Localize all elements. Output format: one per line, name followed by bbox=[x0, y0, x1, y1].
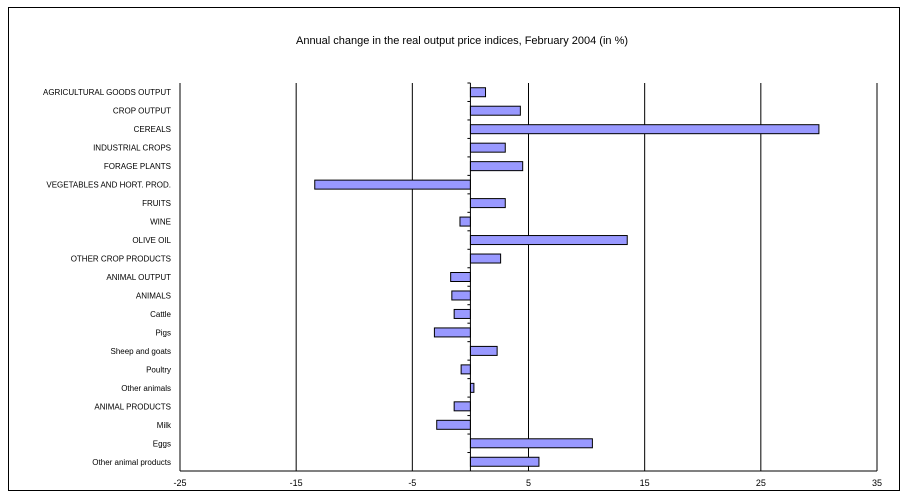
bar bbox=[469, 345, 498, 356]
category-label: OLIVE OIL bbox=[132, 236, 171, 245]
category-label: Cattle bbox=[150, 310, 171, 319]
bar bbox=[451, 290, 471, 301]
category-label: OTHER CROP PRODUCTS bbox=[71, 255, 171, 264]
bar bbox=[469, 142, 506, 153]
bar bbox=[436, 419, 471, 430]
category-label: Pigs bbox=[155, 328, 171, 337]
chart-frame: Annual change in the real output price i… bbox=[8, 7, 900, 491]
category-label: VEGETABLES AND HORT. PROD. bbox=[46, 181, 171, 190]
bar bbox=[314, 179, 471, 190]
bar bbox=[460, 364, 471, 375]
category-label: ANIMAL PRODUCTS bbox=[94, 402, 171, 411]
category-labels: AGRICULTURAL GOODS OUTPUT CROP OUTPUT CERE… bbox=[43, 88, 172, 467]
x-tick-label: 35 bbox=[872, 478, 882, 488]
bar bbox=[453, 308, 471, 319]
x-tick-label: -25 bbox=[173, 478, 186, 488]
bar bbox=[469, 161, 524, 172]
bar bbox=[459, 216, 471, 227]
x-tick-label: 15 bbox=[640, 478, 650, 488]
category-label: AGRICULTURAL GOODS OUTPUT bbox=[43, 88, 171, 97]
bar bbox=[433, 327, 471, 338]
chart-title: Annual change in the real output price i… bbox=[296, 35, 628, 47]
category-label: WINE bbox=[150, 218, 171, 227]
bar bbox=[469, 198, 506, 209]
category-label: Milk bbox=[157, 421, 172, 430]
x-tick-label: 25 bbox=[756, 478, 766, 488]
bar bbox=[469, 438, 593, 449]
bars bbox=[314, 87, 820, 467]
bar bbox=[469, 87, 487, 98]
bar bbox=[469, 235, 628, 246]
category-label: ANIMAL OUTPUT bbox=[106, 273, 171, 282]
x-tick-labels: -25 -15 -5 5 15 25 35 bbox=[173, 478, 882, 488]
gridlines bbox=[179, 83, 878, 471]
bar bbox=[469, 253, 502, 264]
category-label: ANIMALS bbox=[136, 291, 171, 300]
category-label: Sheep and goats bbox=[111, 347, 172, 356]
category-label: Other animals bbox=[121, 384, 171, 393]
x-tick-label: 5 bbox=[526, 478, 531, 488]
category-label: FORAGE PLANTS bbox=[104, 162, 171, 171]
x-tick-label: -5 bbox=[408, 478, 416, 488]
bar bbox=[469, 105, 521, 116]
x-tick-label: -15 bbox=[290, 478, 303, 488]
bar bbox=[453, 401, 471, 412]
bar bbox=[450, 272, 471, 282]
axes bbox=[180, 82, 877, 472]
category-label: Eggs bbox=[153, 439, 171, 448]
category-label: CROP OUTPUT bbox=[113, 107, 171, 116]
category-label: Other animal products bbox=[92, 458, 171, 467]
bar bbox=[469, 382, 475, 393]
category-label: FRUITS bbox=[142, 199, 171, 208]
category-label: CEREALS bbox=[134, 125, 171, 134]
category-label: Poultry bbox=[146, 365, 171, 374]
bar bbox=[469, 124, 820, 135]
category-label: INDUSTRIAL CROPS bbox=[93, 144, 171, 153]
bar bbox=[469, 456, 540, 467]
bar-chart: Annual change in the real output price i… bbox=[43, 35, 882, 488]
